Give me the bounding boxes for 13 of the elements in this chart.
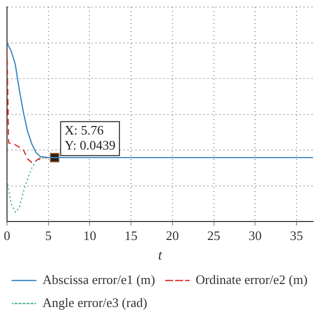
- x-tick-label: 30: [248, 228, 262, 243]
- x-tick-label: 35: [290, 228, 303, 243]
- x-tick-label: 0: [4, 228, 10, 243]
- legend-label: Ordinate error/e2 (m): [196, 272, 308, 287]
- annotation: X: 5.76 Y: 0.0439: [64, 122, 116, 152]
- x-axis-title: t: [158, 248, 164, 264]
- x-tick-label: 10: [83, 228, 96, 243]
- legend-label: Abscissa error/e1 (m): [42, 272, 156, 287]
- x-tick-label: 25: [207, 228, 220, 243]
- legend-label: Angle error/e3 (rad): [42, 294, 148, 310]
- x-tick-label: 20: [166, 228, 179, 243]
- x-tick-label: 5: [45, 228, 52, 243]
- x-tick-label: 15: [124, 228, 138, 243]
